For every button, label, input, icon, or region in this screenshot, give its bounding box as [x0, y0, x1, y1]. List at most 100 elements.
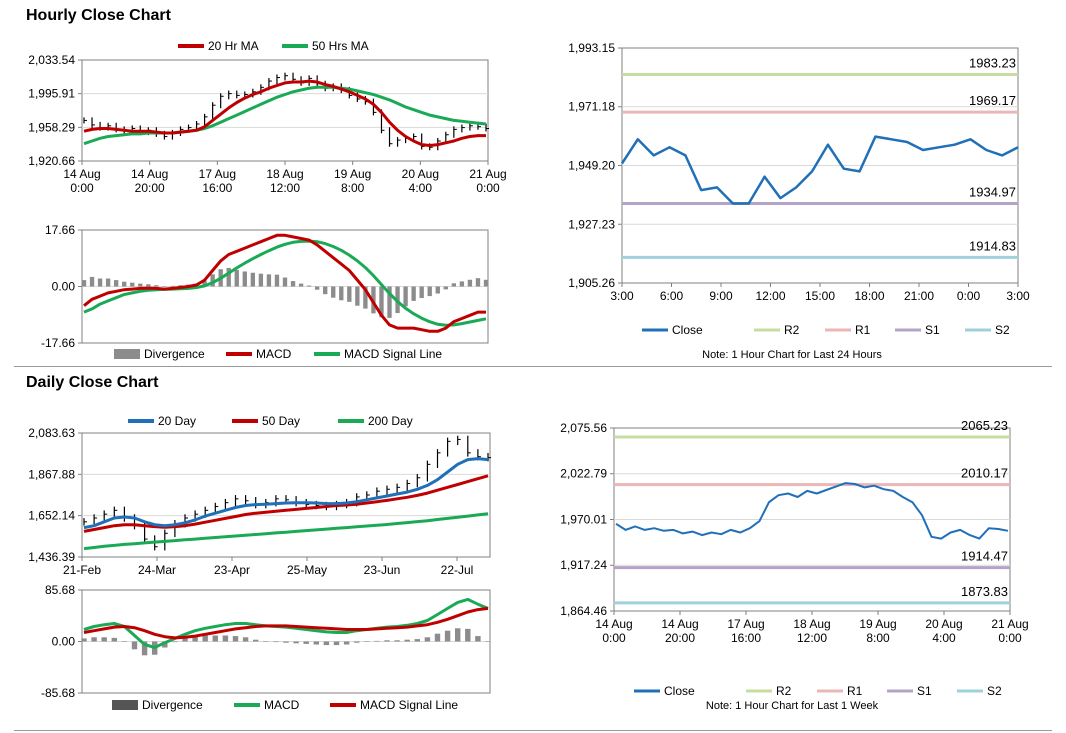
daily-price-x-tick-label: 25-May	[287, 563, 327, 577]
hourly-macd-divergence-bar	[122, 281, 127, 287]
hourly-macd-divergence-bar	[226, 267, 231, 287]
daily-price-x-tick-label: 23-Apr	[214, 563, 250, 577]
hourly-macd-divergence-bar	[459, 281, 465, 287]
hourly-levels-x-tick-label: 12:00	[755, 289, 785, 303]
hourly-macd-divergence-bar	[234, 269, 239, 287]
daily-price-y-tick-label: 1,436.39	[28, 550, 75, 564]
hourly-price-ma50-line	[83, 85, 487, 146]
hourly-levels-x-tick-label: 18:00	[854, 289, 884, 303]
hourly-macd-divergence-bar	[347, 286, 352, 302]
daily-macd-divergence-bar	[283, 641, 289, 643]
daily-macd-divergence-bar	[313, 641, 320, 645]
daily-levels-level-label-r1: 2010.17	[961, 466, 1008, 481]
hourly-levels-level-label-r2: 1983.23	[969, 56, 1016, 71]
daily-macd-divergence-bar	[374, 640, 380, 642]
hourly-macd-divergence-bar	[323, 286, 328, 295]
hourly-macd-divergence-bar	[419, 286, 424, 299]
daily-price-x-tick-label: 21-Feb	[63, 563, 101, 577]
daily-macd-divergence-bar	[293, 641, 299, 644]
daily-levels-x-tick-label: 20 Aug	[925, 617, 962, 631]
hourly-macd-divergence-bar	[242, 271, 247, 287]
hourly-levels-legend-close-label: Close	[672, 323, 703, 337]
hourly-levels-note: Note: 1 Hour Chart for Last 24 Hours	[702, 349, 882, 361]
hourly-macd-divergence-bar	[146, 284, 151, 287]
daily-levels-x-tick-label: 14 Aug	[595, 617, 632, 631]
hourly-macd-divergence-bar	[274, 274, 280, 287]
daily-levels-x-tick-label: 21 Aug	[991, 617, 1028, 631]
hourly-macd-divergence-bar	[435, 286, 440, 294]
hourly-price-x-tick-sublabel: 16:00	[202, 181, 232, 195]
daily-macd-y-tick-label: -85.68	[41, 686, 75, 700]
daily-macd-divergence-bar	[273, 641, 279, 643]
daily-price-plot-frame	[81, 432, 491, 558]
hourly-price-x-tick-label: 14 Aug	[63, 167, 100, 181]
hourly-price-x-tick-label: 14 Aug	[131, 167, 168, 181]
daily-levels-x-tick-label: 17 Aug	[727, 617, 764, 631]
daily-levels-y-tick-label: 2,075.56	[560, 421, 607, 435]
hourly-levels-x-tick-label: 21:00	[904, 289, 934, 303]
daily-macd-divergence-bar	[172, 641, 178, 643]
hourly-levels-chart: 1,993.15 1,971.18 1,949.20 1,927.23 1,905.26…	[568, 41, 1030, 361]
daily-levels-legend-s1-label: S1	[917, 684, 932, 698]
daily-macd-divergence-bar	[404, 639, 410, 642]
hourly-section-title: Hourly Close Chart	[26, 7, 171, 24]
hourly-macd-divergence-bar	[306, 285, 312, 287]
hourly-macd-divergence-bar	[170, 285, 175, 287]
hourly-price-x-tick-label: 17 Aug	[199, 167, 236, 181]
hourly-macd-divergence-bar	[162, 286, 167, 287]
hourly-macd-legend-divergence-label: Divergence	[144, 347, 205, 361]
daily-macd-divergence-bar	[343, 641, 350, 645]
hourly-levels-y-tick-label: 1,927.23	[568, 217, 615, 231]
daily-price-ma50-line	[83, 474, 489, 533]
daily-macd-divergence-bar	[353, 641, 360, 643]
daily-macd-divergence-bar	[141, 641, 148, 656]
section-divider	[14, 366, 1052, 367]
hourly-macd-divergence-bar	[210, 274, 215, 287]
hourly-macd-y-tick-label: 0.00	[52, 280, 76, 294]
daily-macd-divergence-bar	[91, 637, 97, 642]
hourly-price-y-tick-label: 1,995.91	[28, 87, 75, 101]
daily-macd-divergence-bar	[101, 637, 107, 642]
daily-macd-divergence-bar	[424, 637, 431, 642]
hourly-macd-divergence-bar	[451, 283, 457, 287]
hourly-macd-divergence-bar	[89, 276, 95, 287]
hourly-price-x-tick-sublabel: 8:00	[341, 181, 365, 195]
hourly-macd-divergence-bar	[475, 278, 481, 287]
hourly-price-x-tick-sublabel: 4:00	[409, 181, 433, 195]
hourly-levels-close-line	[620, 135, 1019, 205]
hourly-macd-divergence-bar	[387, 286, 392, 318]
hourly-macd-y-tick-label: -17.66	[41, 336, 75, 350]
hourly-macd-divergence-bar	[339, 286, 344, 301]
daily-levels-close-line	[615, 482, 1009, 540]
daily-levels-legend-close-label: Close	[664, 684, 695, 698]
hourly-macd-legend-divergence-swatch	[114, 349, 140, 359]
hourly-levels-x-tick-label: 3:00	[610, 289, 634, 303]
daily-price-legend-ma20-label: 20 Day	[158, 414, 196, 428]
hourly-levels-y-tick-label: 1,971.18	[568, 100, 615, 114]
daily-levels-x-tick-sublabel: 4:00	[932, 631, 956, 645]
daily-levels-x-tick-sublabel: 0:00	[998, 631, 1022, 645]
hourly-macd-divergence-bar	[130, 282, 135, 287]
daily-levels-x-tick-sublabel: 20:00	[665, 631, 695, 645]
daily-levels-legend-r1-label: R1	[847, 684, 863, 698]
hourly-levels-level-label-r1: 1969.17	[969, 93, 1016, 108]
hourly-macd-line	[83, 233, 486, 333]
hourly-price-x-tick-sublabel: 20:00	[135, 181, 165, 195]
daily-macd-divergence-bar	[434, 633, 441, 642]
daily-macd-divergence-bar	[454, 628, 461, 642]
hourly-macd-divergence-bar	[331, 286, 336, 298]
hourly-macd-divergence-bar	[138, 283, 143, 287]
daily-macd-legend-divergence-label: Divergence	[142, 698, 203, 712]
hourly-macd-divergence-bar	[427, 286, 432, 297]
hourly-price-y-tick-label: 2,033.54	[28, 53, 75, 67]
daily-price-legend-ma200-label: 200 Day	[368, 414, 413, 428]
hourly-macd-divergence-bar	[379, 286, 384, 318]
daily-levels-x-tick-label: 14 Aug	[661, 617, 698, 631]
daily-macd-divergence-bar	[131, 641, 138, 650]
daily-price-x-tick-label: 23-Jun	[364, 563, 401, 577]
daily-levels-y-tick-label: 1,917.24	[560, 558, 607, 572]
daily-price-y-tick-label: 2,083.63	[28, 426, 75, 440]
daily-macd-divergence-bar	[222, 635, 229, 642]
daily-levels-y-tick-label: 1,970.01	[560, 513, 607, 527]
